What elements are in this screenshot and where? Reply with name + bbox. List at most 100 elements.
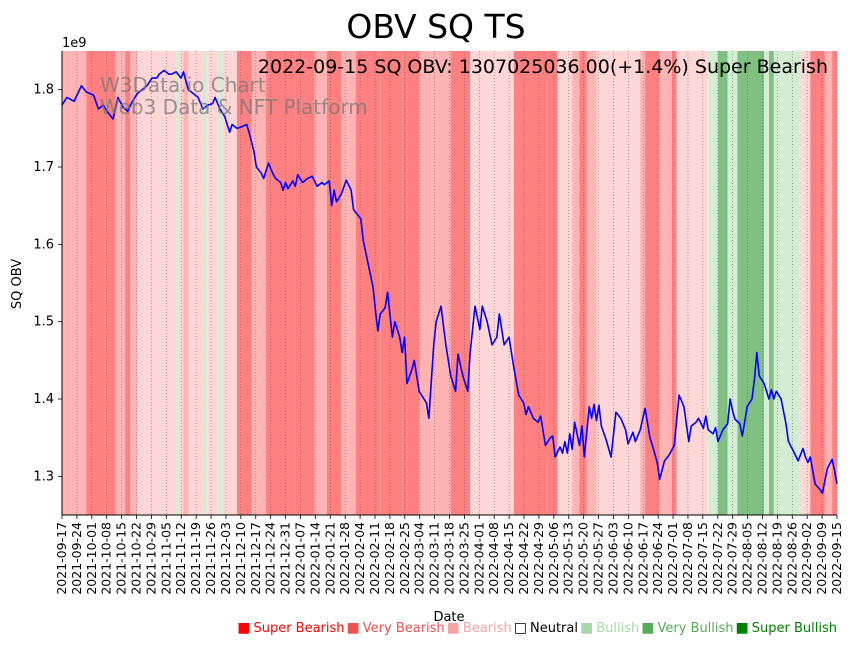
signal-band-bullish	[764, 51, 769, 515]
signal-band-bearish	[314, 51, 327, 515]
signal-band-bearish	[640, 51, 646, 515]
x-tick-label: 2022-07-29	[725, 522, 740, 595]
x-tick-label: 2021-12-31	[278, 522, 293, 595]
x-tick-label: 2022-04-29	[531, 522, 546, 595]
watermark-line-1: W3Data.io Chart	[100, 73, 266, 97]
signal-band-bullish	[708, 51, 718, 515]
signal-band-bullish	[176, 51, 179, 515]
square-icon: ■	[446, 620, 460, 636]
x-tick-label: 2022-09-02	[799, 522, 814, 595]
x-tick-label: 2022-02-04	[352, 522, 367, 595]
signal-band-very-bearish	[105, 51, 116, 515]
signal-band-bullish	[773, 51, 784, 515]
signal-band-bearish	[183, 51, 189, 515]
watermark-line-2: Web3 Data & NFT Platform	[100, 95, 368, 119]
x-tick-label: 2022-03-18	[442, 522, 457, 595]
y-axis-label: SQ OBV	[10, 259, 25, 309]
legend-label: Very Bullish	[657, 620, 734, 636]
signal-band-very-bearish	[380, 51, 403, 515]
legend-item-bullish: ■ Bullish	[580, 620, 639, 636]
signal-band-neutral	[188, 51, 203, 515]
signal-band-neutral	[676, 51, 709, 515]
signal-band-bearish	[62, 51, 72, 515]
signal-band-very-bearish	[236, 51, 252, 515]
series-line-obv	[61, 69, 838, 495]
legend-label: Super Bearish	[253, 620, 345, 636]
signal-band-bearish	[431, 51, 451, 515]
signal-band-very-bearish	[86, 51, 106, 515]
x-tick-label: 2022-05-20	[576, 522, 591, 595]
y-tick-label: 1.6	[33, 237, 54, 252]
x-tick-label: 2021-09-17	[54, 522, 69, 595]
y-tick-label: 1.7	[33, 160, 54, 175]
signal-band-very-bearish	[355, 51, 381, 515]
signal-band-bearish	[659, 51, 672, 515]
x-tick-label: 2022-02-11	[367, 522, 382, 595]
series-layer	[61, 69, 838, 495]
x-tick-label: 2021-10-08	[99, 522, 114, 595]
y-tick-label: 1.5	[33, 315, 54, 330]
x-tick-label: 2021-10-29	[143, 522, 158, 595]
square-outline-icon: □	[513, 620, 527, 636]
x-tick-label: 2022-08-12	[754, 522, 769, 595]
x-tick-label: 2022-03-25	[456, 522, 471, 595]
x-tick-label: 2022-09-09	[814, 522, 829, 595]
signal-band-bullish	[202, 51, 208, 515]
legend-label: Neutral	[530, 620, 578, 636]
annotation-text: 2022-09-15 SQ OBV: 1307025036.00(+1.4%) …	[258, 56, 828, 78]
x-tick-label: 2022-04-22	[516, 522, 531, 595]
legend-item-super-bearish: ■ Super Bearish	[237, 620, 344, 636]
legend-item-bearish: ■ Bearish	[447, 620, 512, 636]
signal-band-bearish	[130, 51, 138, 515]
x-tick-label: 2022-07-22	[710, 522, 725, 595]
legend-item-very-bullish: ■ Very Bullish	[641, 620, 733, 636]
x-tick-label: 2022-04-08	[486, 522, 501, 595]
signal-band-bearish	[419, 51, 432, 515]
square-icon: ■	[641, 620, 655, 636]
signal-band-neutral	[800, 51, 811, 515]
x-tick-label: 2022-03-04	[412, 522, 427, 595]
y-exponent-label: 1e9	[62, 36, 87, 51]
x-tick-label: 2022-01-14	[307, 522, 322, 595]
signal-band-neutral	[137, 51, 177, 515]
square-icon: ■	[735, 620, 749, 636]
signal-band-very-bearish	[671, 51, 677, 515]
x-tick-label: 2021-09-24	[69, 522, 84, 595]
x-tick-label: 2022-05-27	[591, 522, 606, 595]
signal-band-very-bearish	[579, 51, 587, 515]
x-tick-label: 2022-02-25	[397, 522, 412, 595]
x-tick-label: 2021-10-01	[84, 522, 99, 595]
signal-band-very-bearish	[402, 51, 420, 515]
signal-bands	[62, 51, 837, 515]
signal-band-very-bullish	[768, 51, 774, 515]
x-tick-label: 2022-05-06	[546, 522, 561, 595]
x-tick-label: 2022-06-17	[635, 522, 650, 595]
x-tick-label: 2022-06-10	[620, 522, 635, 595]
signal-band-very-bearish	[125, 51, 131, 515]
signal-band-bearish	[586, 51, 597, 515]
signal-band-very-bearish	[645, 51, 660, 515]
x-tick-label: 2021-10-15	[114, 522, 129, 595]
signal-band-very-bearish	[810, 51, 825, 515]
legend-label: Super Bullish	[751, 620, 837, 636]
x-tick-label: 2021-12-17	[248, 522, 263, 595]
signal-band-neutral	[222, 51, 237, 515]
signal-band-bearish	[341, 51, 356, 515]
signal-band-very-bearish	[295, 51, 315, 515]
x-tick-label: 2022-02-18	[382, 522, 397, 595]
signal-band-bearish	[824, 51, 833, 515]
x-tick-label: 2022-01-07	[292, 522, 307, 595]
x-tick-label: 2022-03-11	[427, 522, 442, 595]
signal-band-bearish	[251, 51, 267, 515]
signal-band-bearish	[115, 51, 121, 515]
x-tick-label: 2022-07-01	[665, 522, 680, 595]
x-tick-label: 2022-09-15	[829, 522, 844, 595]
x-tick-label: 2022-07-15	[695, 522, 710, 595]
signal-legend: ■ Super Bearish ■ Very Bearish ■ Bearish…	[235, 620, 837, 636]
signal-band-very-bearish	[547, 51, 558, 515]
signal-band-bullish	[217, 51, 223, 515]
signal-band-very-bearish	[326, 51, 342, 515]
signal-band-neutral	[470, 51, 505, 515]
signal-band-very-bearish	[450, 51, 471, 515]
